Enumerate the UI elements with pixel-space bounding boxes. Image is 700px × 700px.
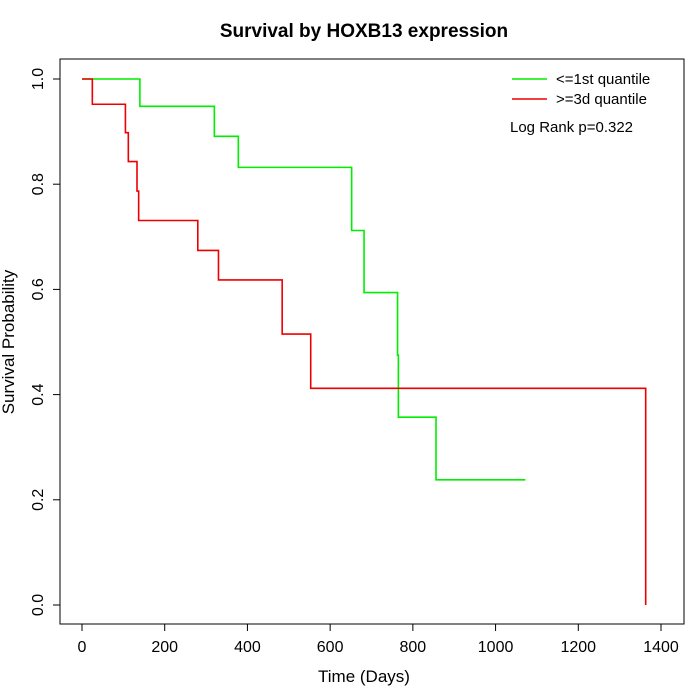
- x-tick-label: 600: [317, 639, 344, 656]
- x-tick-label: 1400: [643, 639, 679, 656]
- y-axis-ticks: 0.0 0.2 0.4 0.6 0.8 1.0: [30, 68, 60, 616]
- x-axis-label: Time (Days): [318, 667, 410, 686]
- x-tick-label: 1200: [560, 639, 596, 656]
- y-axis-label: Survival Probability: [0, 269, 18, 414]
- log-rank-annotation: Log Rank p=0.322: [510, 119, 633, 136]
- x-tick-label: 0: [78, 639, 87, 656]
- y-tick-label: 0.6: [30, 278, 47, 300]
- survival-curve-high-expression: [82, 78, 647, 605]
- legend-label-high: >=3d quantile: [556, 91, 647, 108]
- y-tick-label: 0.0: [30, 594, 47, 616]
- chart-title: Survival by HOXB13 expression: [220, 21, 508, 42]
- x-tick-label: 200: [151, 639, 178, 656]
- x-tick-label: 1000: [478, 639, 514, 656]
- x-tick-label: 400: [234, 639, 261, 656]
- plot-area-frame: [59, 58, 685, 625]
- x-tick-label: 800: [400, 639, 427, 656]
- legend: <=1st quantile >=3d quantile: [512, 71, 650, 108]
- y-tick-label: 0.8: [30, 173, 47, 195]
- survival-curve-low-expression: [82, 78, 526, 481]
- legend-label-low: <=1st quantile: [556, 71, 650, 88]
- y-tick-label: 0.4: [30, 383, 47, 405]
- series-layer: [82, 78, 647, 605]
- y-tick-label: 0.2: [30, 489, 47, 511]
- x-axis-ticks: 0 200 400 600 800 1000 1200 1400: [78, 624, 679, 656]
- y-tick-label: 1.0: [30, 68, 47, 90]
